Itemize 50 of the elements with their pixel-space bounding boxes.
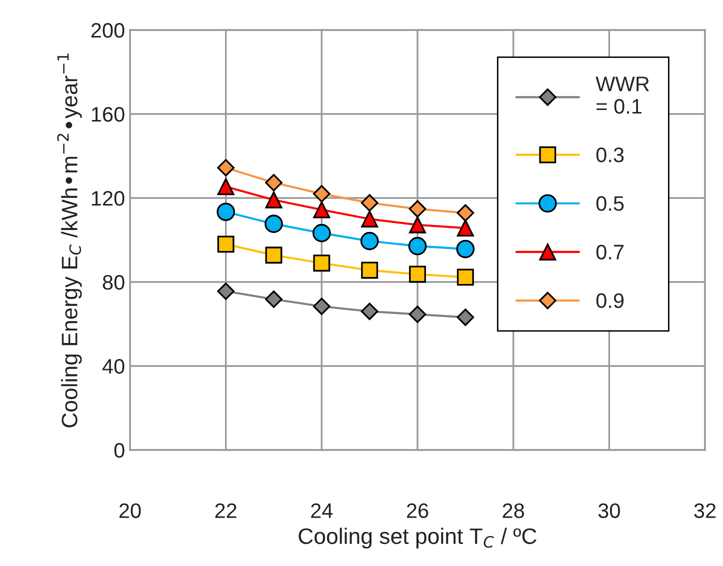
point xyxy=(264,214,283,233)
x-tick-label: 28 xyxy=(502,503,524,518)
point xyxy=(360,232,379,250)
point xyxy=(361,262,378,279)
point xyxy=(360,302,378,320)
point xyxy=(313,254,330,272)
y-tick-label: 40 xyxy=(102,359,124,374)
x-tick-label: 30 xyxy=(598,503,620,518)
point xyxy=(312,298,330,316)
y-tick-label: 80 xyxy=(102,275,124,290)
point xyxy=(265,191,282,208)
point xyxy=(456,240,475,258)
legend-label: 0.5 xyxy=(596,196,624,211)
point xyxy=(456,308,474,326)
point xyxy=(217,159,235,176)
y-tick-label: 160 xyxy=(92,107,124,122)
legend-label: WWR = 0.1 xyxy=(596,76,649,114)
y-tick-label: 120 xyxy=(92,191,124,206)
y-axis-title: Cooling Energy E$_{C}$ /kWh•m$^{−2}$•year$^{−1}$ xyxy=(57,54,82,428)
point xyxy=(217,178,234,196)
legend-label: 0.9 xyxy=(596,293,624,308)
point xyxy=(409,216,426,234)
x-tick-label: 32 xyxy=(694,503,716,518)
x-axis-title: Cooling set point T$_{C}$ / ºC xyxy=(298,528,536,548)
legend-label: 0.3 xyxy=(596,148,624,162)
point xyxy=(313,201,330,218)
point xyxy=(456,204,474,222)
x-tick-label: 24 xyxy=(311,503,333,518)
x-tick-label: 22 xyxy=(215,503,236,518)
point xyxy=(217,282,235,300)
point xyxy=(360,194,378,212)
point xyxy=(456,220,474,237)
point xyxy=(265,290,282,308)
y-tick-label: 0 xyxy=(114,443,124,458)
point xyxy=(456,268,474,286)
point xyxy=(408,306,426,324)
x-tick-label: 26 xyxy=(406,503,428,518)
point xyxy=(408,236,427,256)
legend-label: 0.7 xyxy=(596,244,624,260)
point xyxy=(361,210,378,228)
x-tick-label: 20 xyxy=(119,503,141,518)
point xyxy=(408,200,426,218)
point xyxy=(265,246,282,264)
point xyxy=(312,185,330,202)
y-tick-label: 200 xyxy=(91,23,124,38)
point xyxy=(312,224,331,242)
point xyxy=(265,174,282,192)
point xyxy=(217,236,234,253)
point xyxy=(216,202,235,222)
point xyxy=(409,266,426,283)
